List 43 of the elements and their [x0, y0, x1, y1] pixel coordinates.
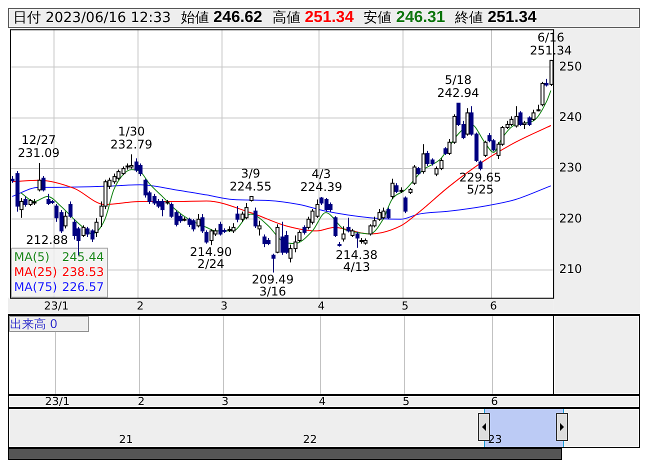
x-tick-label: 3: [220, 299, 228, 312]
annotation: 214.38 4/13: [336, 248, 378, 274]
annotation: 238.53: [62, 264, 104, 279]
text: 23: [488, 433, 502, 446]
x-tick-label: 6: [490, 299, 497, 312]
text: 出来高 0: [9, 316, 89, 332]
text: MA(25): [14, 264, 58, 279]
annotation: 4/3 224.39: [300, 167, 342, 194]
y-tick-label: 220: [559, 211, 582, 226]
y-tick-label: 210: [559, 262, 582, 276]
text: MA(75): [14, 280, 58, 294]
annotation: 226.57: [62, 280, 104, 294]
annotation: 5/18 242.94: [437, 73, 480, 100]
chart-title: 日付 2023/06/16 12:33: [13, 10, 171, 26]
x-tick-label: 2: [136, 299, 144, 312]
text: 21: [119, 433, 133, 446]
annotation: 245.44: [62, 250, 104, 264]
category-label: 2: [138, 395, 145, 408]
text: 始値 246.62: [180, 9, 262, 26]
annotation: 214.90 2/24: [190, 245, 232, 272]
line-series: [12, 124, 552, 234]
annotation: 212.88: [26, 232, 68, 247]
text: 終値 251.34: [455, 9, 536, 26]
text: 22: [303, 433, 317, 446]
annotation: 1/30 232.79: [110, 124, 152, 152]
x-tick-label: 23/1: [44, 299, 69, 312]
annotation: 209.49 3/16: [252, 272, 294, 299]
y-tick-label: 240: [559, 110, 582, 124]
text: 高値 251.34: [272, 9, 354, 26]
category-label: 3: [222, 395, 229, 408]
text: 安値 246.31: [364, 9, 446, 26]
y-tick-label: 230: [559, 160, 582, 175]
x-tick-label: 4: [318, 299, 325, 312]
annotation: 12/27 231.09: [18, 133, 60, 160]
category-label: 6: [490, 395, 498, 408]
annotation: 229.65 5/25: [459, 170, 502, 196]
x-tick-label: 5: [402, 299, 409, 312]
category-label: 4: [318, 395, 326, 408]
text: MA(5): [14, 250, 50, 264]
annotation: 3/9 224.55: [230, 166, 272, 194]
category-label: 5: [402, 395, 410, 408]
y-tick-label: 250: [559, 59, 582, 74]
category-label: 23/1: [45, 395, 70, 408]
